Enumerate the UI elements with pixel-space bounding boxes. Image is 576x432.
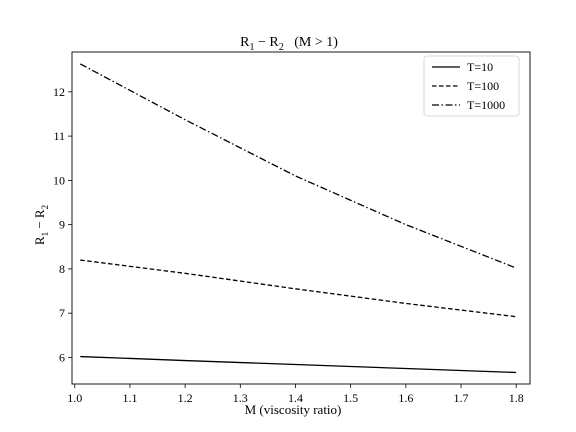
y-tick-label: 10 <box>53 173 65 187</box>
title-sub-1: 1 <box>249 42 254 53</box>
y-axis-label: R1 − R2 <box>32 205 50 245</box>
x-tick-label: 1.0 <box>67 391 82 405</box>
y-tick-label: 12 <box>53 85 65 99</box>
y-tick-label: 11 <box>53 129 65 143</box>
title-condition: (M > 1) <box>284 35 339 50</box>
x-tick-label: 1.1 <box>122 391 137 405</box>
ylabel-sub-2: 2 <box>40 205 50 210</box>
y-tick-label: 7 <box>59 306 65 320</box>
x-tick-label: 1.7 <box>454 391 469 405</box>
chart-title: R1 − R2 (M > 1) <box>240 35 338 53</box>
legend-label-t1000: T=1000 <box>467 98 505 112</box>
ylabel-minus-r: − R <box>32 209 47 232</box>
legend: T=10 T=100 T=1000 <box>423 55 520 117</box>
series-layer <box>79 63 517 374</box>
title-minus-r: − R <box>254 35 279 50</box>
x-tick-label: 1.4 <box>288 391 303 405</box>
x-tick-label: 1.6 <box>398 391 413 405</box>
y-axis-ticks: 6 7 8 9 10 11 12 <box>53 85 72 364</box>
series-line-t100 <box>80 259 517 318</box>
legend-label-t10: T=10 <box>467 60 493 74</box>
legend-label-t100: T=100 <box>467 79 499 93</box>
x-tick-label: 1.8 <box>509 391 524 405</box>
plot-frame <box>71 51 531 385</box>
x-tick-label: 1.2 <box>178 391 193 405</box>
title-sub-2: 2 <box>279 42 284 53</box>
x-axis-label: M (viscosity ratio) <box>245 402 342 417</box>
title-r: R <box>240 35 250 50</box>
y-tick-label: 6 <box>59 350 65 364</box>
series-line-t10 <box>80 355 517 374</box>
x-tick-label: 1.3 <box>233 391 248 405</box>
ylabel-sub-1: 1 <box>40 232 50 237</box>
legend-box <box>423 55 520 117</box>
y-tick-label: 9 <box>59 218 65 232</box>
ylabel-r: R <box>32 236 47 245</box>
y-tick-label: 8 <box>59 262 65 276</box>
x-axis-ticks: 1.0 1.1 1.2 1.3 1.4 1.5 1.6 1.7 1.8 <box>67 384 524 405</box>
x-tick-label: 1.5 <box>343 391 358 405</box>
